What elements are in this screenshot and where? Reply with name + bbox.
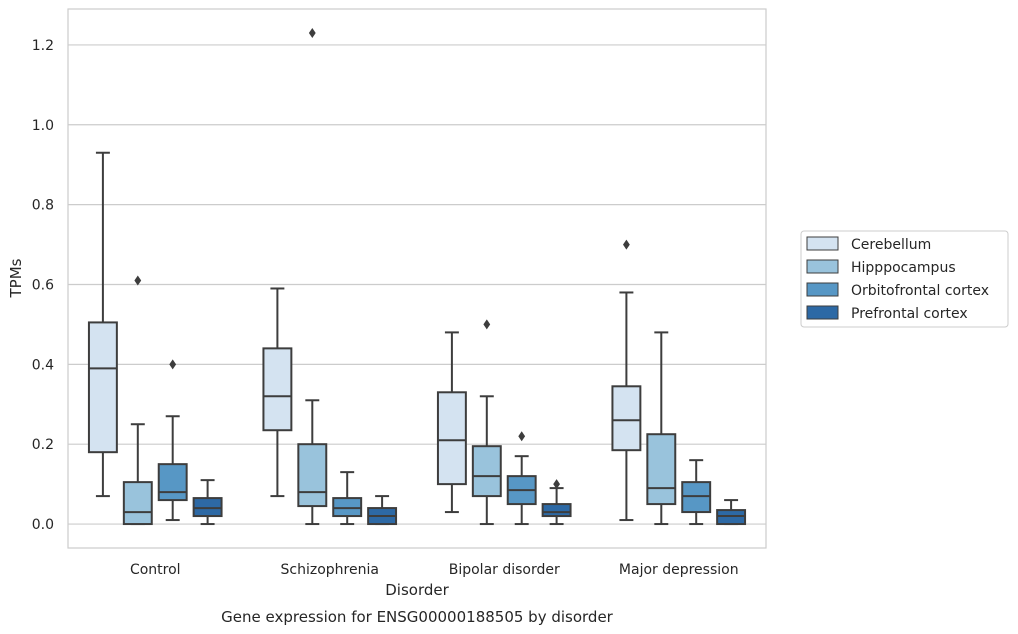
box xyxy=(367,495,398,526)
y-axis-title: TPMs xyxy=(7,258,25,298)
box-iqr xyxy=(541,503,572,518)
box xyxy=(506,431,537,526)
box xyxy=(262,287,293,498)
y-tick-label: 0.0 xyxy=(32,517,54,533)
legend-label: Orbitofrontal cortex xyxy=(851,283,989,299)
box-iqr xyxy=(262,347,293,432)
y-tick-label: 0.6 xyxy=(32,277,54,293)
series-hipppocampus xyxy=(122,27,677,526)
box xyxy=(192,479,223,526)
box xyxy=(87,151,118,498)
legend-label: Hipppocampus xyxy=(851,260,956,276)
legend-swatch xyxy=(806,236,839,251)
outlier-point xyxy=(134,275,142,286)
box-iqr xyxy=(157,463,188,502)
y-tick-label: 1.2 xyxy=(32,38,54,54)
outlier-point xyxy=(623,239,630,250)
box-iqr xyxy=(122,481,153,526)
y-tick-label: 0.8 xyxy=(32,198,54,214)
box xyxy=(471,319,502,526)
box xyxy=(436,331,467,514)
box xyxy=(611,239,642,522)
outlier-point xyxy=(518,431,526,442)
y-tick-label: 0.2 xyxy=(32,437,54,453)
box-iqr xyxy=(611,385,642,452)
box-iqr xyxy=(436,391,467,486)
x-tick-labels: Control Schizophrenia Bipolar disorder Majo… xyxy=(130,562,739,578)
box xyxy=(122,275,153,526)
box-series xyxy=(87,27,747,526)
y-tick-labels: 0.0 0.2 0.4 0.6 0.8 1.0 1.2 xyxy=(32,38,54,533)
y-tick-label: 1.0 xyxy=(32,118,54,134)
box-iqr xyxy=(471,445,502,498)
legend-swatch xyxy=(806,259,839,274)
box-iqr xyxy=(87,321,118,454)
box-iqr xyxy=(646,433,677,506)
box xyxy=(157,359,188,522)
legend-frame xyxy=(800,230,1009,328)
series-prefrontal-cortex xyxy=(192,479,747,526)
x-tick-label: Bipolar disorder xyxy=(449,562,560,578)
series-cerebellum xyxy=(87,151,642,522)
outlier-point xyxy=(308,27,316,38)
box xyxy=(681,459,712,526)
x-tick-label: Control xyxy=(130,562,181,578)
x-axis-title: Disorder xyxy=(385,581,449,599)
box-iqr xyxy=(297,443,328,508)
plot-area-frame xyxy=(67,8,767,549)
legend: Cerebellum Hipppocampus Orbitofrontal cort… xyxy=(800,230,1009,328)
legend-label: Prefrontal cortex xyxy=(851,306,968,322)
x-tick-label: Schizophrenia xyxy=(281,562,379,578)
outlier-point xyxy=(483,319,491,330)
grid-lines xyxy=(68,44,766,525)
box xyxy=(332,471,363,526)
box xyxy=(297,27,328,526)
y-tick-label: 0.4 xyxy=(32,357,54,373)
outlier-point xyxy=(553,479,560,490)
legend-label: Cerebellum xyxy=(851,237,931,253)
legend-swatch xyxy=(806,305,839,320)
series-orbitofrontal-cortex xyxy=(157,359,712,526)
box xyxy=(646,331,677,526)
legend-swatch xyxy=(806,282,839,297)
x-tick-label: Major depression xyxy=(619,562,739,578)
box xyxy=(716,499,747,526)
chart-caption: Gene expression for ENSG00000188505 by d… xyxy=(221,608,614,626)
outlier-point xyxy=(169,359,177,370)
box xyxy=(541,479,572,526)
